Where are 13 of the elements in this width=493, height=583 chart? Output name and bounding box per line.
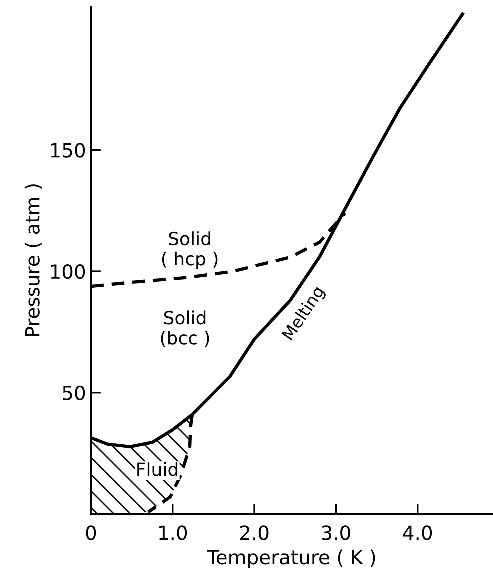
x-tick-label: 3.0: [322, 526, 350, 540]
x-tick-label: 2.0: [240, 526, 269, 540]
annotation: Fluid: [138, 462, 178, 476]
x-tick-label: 1.0: [160, 526, 188, 540]
x-axis-title: Temperature ( K ): [207, 550, 376, 569]
y-tick-label: 100: [51, 264, 86, 280]
y-axis-title: Pressure ( atm ): [24, 184, 42, 336]
x-tick-label: 0: [86, 526, 96, 540]
annotation: Solid (bcc ): [161, 310, 210, 348]
annotation: Solid ( hcp ): [162, 232, 218, 270]
y-tick-label: 150: [51, 143, 86, 158]
y-tick-label: 50: [63, 386, 86, 401]
x-tick-label: 4.0: [403, 526, 432, 540]
